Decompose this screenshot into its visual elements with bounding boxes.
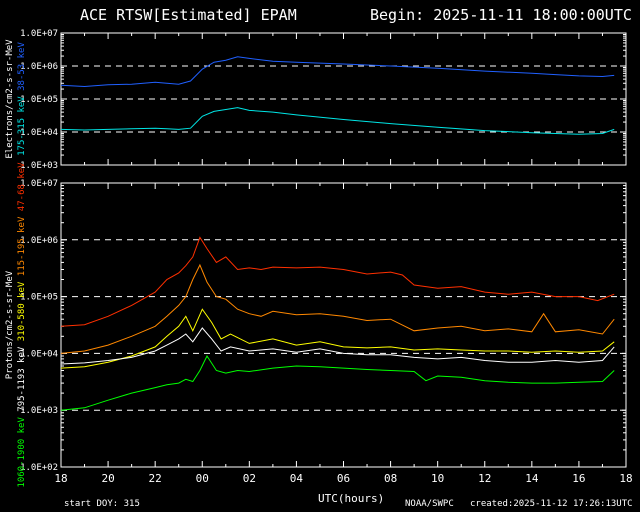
created-time: created:2025-11-12 17:26:13UTC bbox=[470, 499, 633, 509]
electrons-frame bbox=[60, 32, 627, 166]
ylabel-part: 310-580 keV bbox=[17, 281, 27, 347]
electrons-ytick-label: 1.0E+07 bbox=[20, 29, 58, 39]
x-tick-label: 22 bbox=[149, 472, 162, 485]
x-tick-label: 18 bbox=[54, 472, 67, 485]
series-1060-1900-keV bbox=[60, 354, 615, 411]
electrons-ylabel: Electrons/cm2-s-sr-MeV bbox=[5, 39, 15, 159]
x-tick-label: 06 bbox=[337, 472, 350, 485]
electrons-ytick-label: 1.0E+03 bbox=[20, 161, 58, 171]
protons-ytick-label: 1.0E+02 bbox=[20, 463, 58, 473]
protons-ytick-label: 1.0E+06 bbox=[20, 236, 58, 246]
x-tick-label: 20 bbox=[101, 472, 114, 485]
ylabel-part: 47-68 keV bbox=[17, 162, 27, 217]
series-47-68-keV bbox=[60, 236, 615, 327]
protons-frame bbox=[60, 182, 627, 468]
ylabel-part: 175-315 keV bbox=[17, 96, 27, 156]
electrons-ytick-label: 1.0E+06 bbox=[20, 62, 58, 72]
ylabel-part: 115-195 keV bbox=[17, 216, 27, 282]
x-tick-label: 14 bbox=[525, 472, 539, 485]
x-tick-label: 08 bbox=[384, 472, 397, 485]
protons-ytick-label: 1.0E+07 bbox=[20, 179, 58, 189]
source-label: NOAA/SWPC bbox=[405, 499, 454, 509]
protons-channel-labels: 1060-1900 keV 795-1193 keV 310-580 keV 1… bbox=[17, 162, 27, 488]
x-tick-label: 02 bbox=[243, 472, 256, 485]
series-175-315-keV bbox=[60, 107, 615, 135]
electrons-ytick-label: 1.0E+05 bbox=[20, 95, 58, 105]
protons-ytick-label: 1.0E+03 bbox=[20, 406, 58, 416]
x-tick-label: 10 bbox=[431, 472, 444, 485]
x-tick-label: 04 bbox=[290, 472, 304, 485]
x-tick-label: 16 bbox=[572, 472, 585, 485]
x-tick-label: 00 bbox=[196, 472, 209, 485]
begin-time: Begin: 2025-11-11 18:00:00UTC bbox=[370, 6, 632, 24]
ylabel-part: 1060-1900 keV bbox=[17, 417, 27, 488]
electrons-channel-labels: 175-315 keV 38-53 keV bbox=[17, 42, 27, 156]
protons-ytick-label: 1.0E+04 bbox=[20, 349, 58, 359]
protons-ylabel: Protons/cm2-s-sr-MeV bbox=[5, 270, 15, 379]
ylabel-part: 38-53 keV bbox=[17, 42, 27, 97]
electrons-ytick-label: 1.0E+04 bbox=[20, 128, 58, 138]
ylabel-part: Protons/cm2-s-sr-MeV bbox=[5, 270, 15, 379]
chart-title: ACE RTSW[Estimated] EPAM bbox=[80, 6, 297, 24]
x-axis-title: UTC(hours) bbox=[318, 492, 385, 505]
ylabel-part: Electrons/cm2-s-sr-MeV bbox=[5, 39, 15, 159]
start-doy: start DOY: 315 bbox=[64, 499, 140, 509]
series-115-195-keV bbox=[60, 263, 615, 354]
ylabel-part: 795-1193 keV bbox=[17, 346, 27, 417]
series-38-53-keV bbox=[60, 56, 615, 88]
x-tick-label: 12 bbox=[478, 472, 491, 485]
x-tick-label: 18 bbox=[619, 472, 632, 485]
series-795-1193-keV bbox=[60, 327, 615, 365]
series-310-580-keV bbox=[60, 308, 615, 369]
protons-ytick-label: 1.0E+05 bbox=[20, 293, 58, 303]
